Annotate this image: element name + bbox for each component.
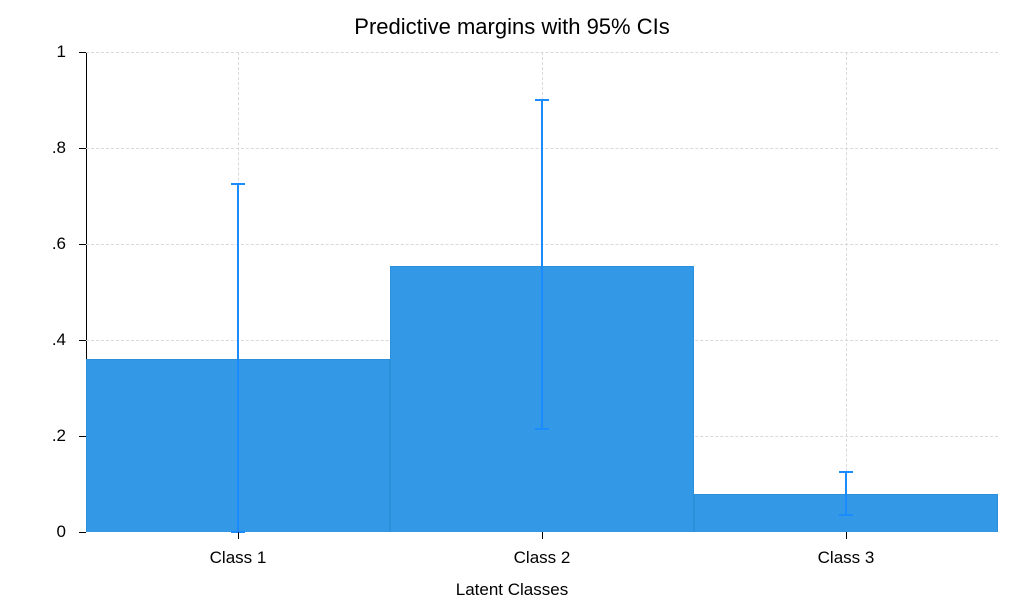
chart-title: Predictive margins with 95% CIs [0, 14, 1024, 40]
ci-cap [535, 99, 549, 101]
ytick-mark [79, 532, 86, 533]
ci-whisker [237, 184, 239, 532]
ytick-label: .8 [52, 138, 66, 158]
ci-whisker [541, 100, 543, 429]
xtick-label: Class 2 [514, 548, 571, 568]
grid-line-v [846, 52, 847, 532]
ytick-mark [79, 148, 86, 149]
xtick-mark [542, 532, 543, 539]
ci-whisker [845, 472, 847, 515]
ytick-label: .4 [52, 330, 66, 350]
ytick-mark [79, 52, 86, 53]
ci-cap [839, 514, 853, 516]
ytick-label: .2 [52, 426, 66, 446]
xtick-label: Class 3 [818, 548, 875, 568]
plot-area: 0.2.4.6.81Class 1Class 2Class 3 [86, 52, 998, 532]
ci-cap [535, 428, 549, 430]
ytick-mark [79, 436, 86, 437]
x-axis-label: Latent Classes [0, 580, 1024, 600]
ytick-label: 0 [57, 522, 66, 542]
chart-container: Predictive margins with 95% CIs Probabil… [0, 0, 1024, 614]
xtick-mark [238, 532, 239, 539]
ci-cap [231, 183, 245, 185]
ci-cap [839, 471, 853, 473]
ytick-label: .6 [52, 234, 66, 254]
ytick-mark [79, 340, 86, 341]
xtick-label: Class 1 [210, 548, 267, 568]
ytick-mark [79, 244, 86, 245]
xtick-mark [846, 532, 847, 539]
ytick-label: 1 [57, 42, 66, 62]
